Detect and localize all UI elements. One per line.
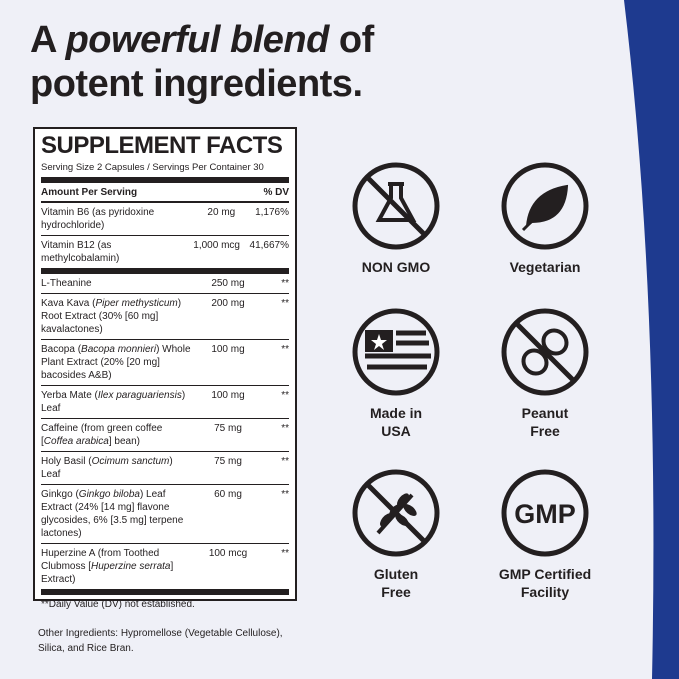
headline-part: of xyxy=(328,19,374,61)
ingredient-name: L-Theanine xyxy=(41,277,193,290)
amount: 100 mg xyxy=(211,390,245,401)
name-part: Ginkgo biloba xyxy=(78,489,140,500)
ingredient-name: Caffeine (from green coffee [Coffea arab… xyxy=(41,422,193,448)
facts-row: L-Theanine 250 mg ** xyxy=(41,274,289,294)
amount: 100 mg xyxy=(211,344,245,355)
daily-value: ** xyxy=(281,489,289,500)
facts-row: Yerba Mate (Ilex paraguariensis) Leaf 100… xyxy=(41,386,289,419)
name-part: Ilex paraguariensis xyxy=(97,390,182,401)
ingredient-name: Huperzine A (from Toothed Clubmoss [Hupe… xyxy=(41,547,193,586)
icon-gmp: GMP xyxy=(501,469,589,557)
daily-value: ** xyxy=(281,344,289,355)
name-part: ] Extract) xyxy=(41,561,174,585)
daily-value: ** xyxy=(281,423,289,434)
icon-gluten-free xyxy=(352,469,440,557)
facts-row: Ginkgo (Ginkgo biloba) Leaf Extract (24%… xyxy=(41,485,289,544)
table-header: Amount Per Serving % DV xyxy=(41,183,289,203)
daily-value: ** xyxy=(281,390,289,401)
serving-info: Serving Size 2 Capsules / Servings Per C… xyxy=(41,159,289,183)
name-part: ) Whole Plant Extract (20% [20 mg] bacos… xyxy=(41,344,191,381)
facts-row: Caffeine (from green coffee [Coffea arab… xyxy=(41,419,289,452)
name-part: Huperzine serrata xyxy=(91,561,171,572)
facts-row: Bacopa (Bacopa monnieri) Whole Plant Ext… xyxy=(41,340,289,386)
ingredient-name: Yerba Mate (Ilex paraguariensis) Leaf xyxy=(41,389,193,415)
name-part: Yerba Mate ( xyxy=(41,390,98,401)
name-part: ) Leaf xyxy=(41,456,173,480)
name-part: Coffea arabica xyxy=(43,436,109,447)
name-part: Vitamin B12 (as methylcobalamin) xyxy=(41,240,120,264)
name-part: ) Leaf Extract (24% [14 mg] flavone glyc… xyxy=(41,489,184,539)
icon-non-gmo xyxy=(352,162,440,250)
name-part: Bacopa monnieri xyxy=(81,344,157,355)
daily-value: 1,176% xyxy=(255,207,289,218)
daily-value: ** xyxy=(281,298,289,309)
badge-label: Peanut Free xyxy=(521,405,569,439)
daily-value: ** xyxy=(281,456,289,467)
supplement-facts: SUPPLEMENT FACTS Serving Size 2 Capsules… xyxy=(33,127,297,610)
headline-part: A xyxy=(30,19,66,61)
name-part: ] bean) xyxy=(108,436,140,447)
ingredient-name: Holy Basil (Ocimum sanctum) Leaf xyxy=(41,455,193,481)
facts-row: Huperzine A (from Toothed Clubmoss [Hupe… xyxy=(41,544,289,589)
ingredient-name: Vitamin B12 (as methylcobalamin) xyxy=(41,239,184,265)
amount: 250 mg xyxy=(211,278,245,289)
facts-rows: Vitamin B6 (as pyridoxine hydrochloride)… xyxy=(41,203,289,595)
name-part: L-Theanine xyxy=(41,278,92,289)
facts-row: Vitamin B12 (as methylcobalamin) 1,000 mc… xyxy=(41,236,289,274)
amount: 60 mg xyxy=(214,489,242,500)
badge-label: Made in USA xyxy=(369,405,423,439)
amount: 75 mg xyxy=(214,423,242,434)
other-ingredients: Other Ingredients: Hypromellose (Vegetab… xyxy=(38,628,283,654)
icon-vegetarian xyxy=(501,162,589,250)
daily-value: ** xyxy=(281,278,289,289)
ingredient-name: Vitamin B6 (as pyridoxine hydrochloride) xyxy=(41,206,188,232)
name-part: Ginkgo ( xyxy=(41,489,79,500)
header-amount: Amount Per Serving xyxy=(41,187,138,198)
ingredient-name: Kava Kava (Piper methysticum) Root Extra… xyxy=(41,297,193,336)
name-part: ) Leaf xyxy=(41,390,186,414)
headline-line: A powerful blend of xyxy=(30,18,374,62)
facts-title: SUPPLEMENT FACTS xyxy=(41,132,283,159)
amount: 20 mg xyxy=(207,207,236,218)
badge-label: Gluten Free xyxy=(373,566,419,600)
badge-label: GMP Certified Facility xyxy=(498,566,592,600)
facts-row: Holy Basil (Ocimum sanctum) Leaf 75 mg ** xyxy=(41,452,289,485)
icon-peanut-free xyxy=(501,308,589,396)
badge-label: Vegetarian xyxy=(509,259,581,275)
amount: 200 mg xyxy=(211,298,245,309)
headline-part: powerful blend xyxy=(65,19,330,61)
name-part: Huperzine A (from Toothed Clubmoss [ xyxy=(41,548,160,572)
ingredient-name: Bacopa (Bacopa monnieri) Whole Plant Ext… xyxy=(41,343,193,382)
header-dv: % DV xyxy=(263,187,289,198)
name-part: Caffeine (from green coffee [ xyxy=(41,423,163,447)
name-part: Vitamin B6 (as pyridoxine hydrochloride) xyxy=(41,207,155,231)
facts-row: Kava Kava (Piper methysticum) Root Extra… xyxy=(41,294,289,340)
name-part: Holy Basil ( xyxy=(41,456,92,467)
daily-value: ** xyxy=(281,548,289,559)
name-part: Ocimum sanctum xyxy=(91,456,170,467)
headline: A powerful blend of potent ingredients. xyxy=(30,18,374,106)
icon-usa xyxy=(352,308,440,396)
daily-value: 41,667% xyxy=(249,240,289,251)
amount: 1,000 mcg xyxy=(193,240,240,251)
name-part: Piper methysticum xyxy=(95,298,178,309)
ingredient-name: Ginkgo (Ginkgo biloba) Leaf Extract (24%… xyxy=(41,488,193,540)
amount: 75 mg xyxy=(214,456,242,467)
name-part: ) Root Extract (30% [60 mg] kavalactones… xyxy=(41,298,182,335)
badge-label: NON GMO xyxy=(361,259,431,275)
gmp-icon-text: GMP xyxy=(514,499,576,529)
headline-line: potent ingredients. xyxy=(30,63,363,105)
name-part: Bacopa ( xyxy=(41,344,82,355)
name-part: Kava Kava ( xyxy=(41,298,96,309)
amount: 100 mcg xyxy=(208,548,248,559)
facts-row: Vitamin B6 (as pyridoxine hydrochloride)… xyxy=(41,203,289,236)
footnote: **Daily Value (DV) not established. xyxy=(41,599,195,610)
